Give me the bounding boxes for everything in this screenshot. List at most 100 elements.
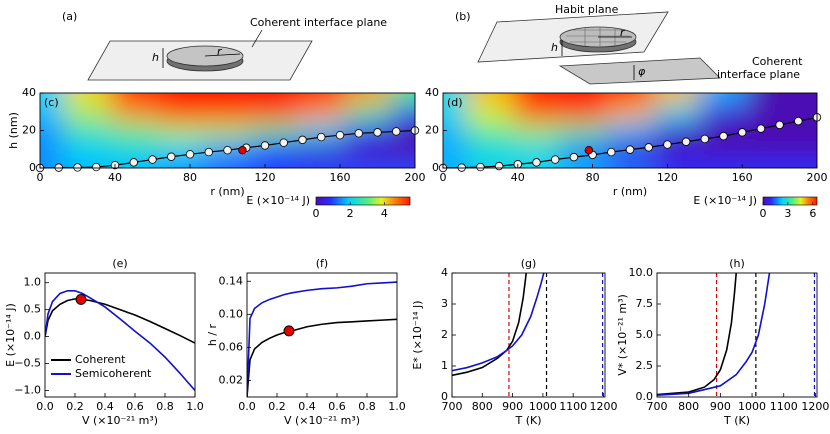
heat-cell bbox=[344, 121, 393, 141]
label: h bbox=[551, 41, 558, 54]
heat-cell bbox=[559, 121, 608, 141]
curve-point bbox=[532, 158, 541, 167]
y-tick-label: 0.0 bbox=[24, 330, 42, 343]
heat-cell bbox=[344, 139, 393, 160]
panel-tag: (b) bbox=[455, 10, 471, 23]
heat-cell bbox=[559, 102, 608, 123]
heat-cell bbox=[513, 121, 561, 141]
dislocation-grid bbox=[566, 27, 630, 47]
panel-title: (g) bbox=[521, 257, 537, 270]
heat-cell bbox=[443, 93, 468, 104]
curve-point bbox=[494, 161, 504, 171]
y-axis-label: h (nm) bbox=[7, 112, 20, 149]
heat-cell bbox=[513, 139, 561, 160]
curve-point bbox=[775, 120, 784, 130]
colorbar-tick-label: 0 bbox=[760, 207, 767, 220]
x-tick-label: 0.2 bbox=[66, 400, 84, 413]
y-tick-label: 0.02 bbox=[219, 373, 244, 386]
heat-cell bbox=[250, 102, 299, 123]
heat-cell bbox=[443, 139, 468, 160]
heat-cell bbox=[40, 102, 65, 123]
heat-cell bbox=[204, 93, 252, 104]
curve-point bbox=[354, 129, 363, 138]
label: interface plane bbox=[717, 68, 800, 81]
heat-cell bbox=[466, 139, 515, 160]
curve-point bbox=[569, 152, 579, 162]
heat-cell bbox=[793, 158, 817, 168]
x-tick-label: 1200 bbox=[801, 400, 829, 413]
x-axis-label: T (K) bbox=[723, 414, 750, 427]
panel-title: (h) bbox=[729, 257, 745, 270]
heat-cell bbox=[157, 158, 206, 168]
heat-cell bbox=[391, 158, 415, 168]
colorbar-label: E (×10⁻¹⁴ J) bbox=[246, 194, 310, 207]
colorbar-tick-label: 0 bbox=[313, 207, 320, 220]
y-tick-label: 0 bbox=[432, 161, 439, 174]
y-tick-label: 7.5 bbox=[636, 297, 654, 310]
y-tick-label: 3 bbox=[441, 297, 448, 310]
x-tick-label: 700 bbox=[647, 400, 668, 413]
panel: (f) 0.0 0.2 0.4 0.6 0.8 1.0 0.02 0.06 0.10 0.14 V (… bbox=[206, 257, 406, 427]
y-tick-label: 4 bbox=[441, 266, 448, 279]
x-tick-label: 0.8 bbox=[358, 400, 376, 413]
panel: (g) 700 800 900 1000 1100 1200 0 1 2 3 4 T (K) E* (×1… bbox=[411, 257, 617, 427]
highlight-point bbox=[584, 145, 594, 155]
curve-point bbox=[260, 141, 270, 150]
curve-point bbox=[167, 152, 176, 161]
x-tick-label: 0 bbox=[440, 171, 447, 184]
curve-point bbox=[129, 158, 138, 167]
x-tick-label: 1.0 bbox=[388, 400, 406, 413]
x-axis-label: r (nm) bbox=[613, 185, 647, 198]
x-tick-label: 800 bbox=[678, 400, 699, 413]
curve-point bbox=[317, 132, 326, 142]
curve-point bbox=[738, 128, 747, 137]
heat-cell bbox=[391, 139, 415, 160]
heat-cell bbox=[746, 93, 795, 104]
curve-point bbox=[794, 116, 803, 126]
x-axis-label: r (nm) bbox=[210, 185, 244, 198]
heat-cell bbox=[204, 158, 252, 168]
heat-cell bbox=[110, 121, 159, 141]
axes-frame bbox=[656, 272, 818, 398]
highlight-point bbox=[238, 145, 247, 155]
x-tick-label: 0.4 bbox=[96, 400, 114, 413]
curve-point bbox=[607, 147, 616, 157]
series-line bbox=[247, 318, 397, 397]
x-axis-label: V (×10⁻²¹ m³) bbox=[284, 414, 360, 427]
curve-point bbox=[298, 135, 307, 145]
y-tick-label: 0.06 bbox=[219, 340, 244, 353]
label: Coherent interface plane bbox=[250, 16, 387, 29]
colorbar bbox=[762, 196, 818, 206]
highlight-point bbox=[75, 293, 87, 305]
heat-cell bbox=[40, 158, 65, 168]
curve-point bbox=[223, 145, 232, 155]
y-axis-label: V* (×10⁻²¹ m³) bbox=[616, 294, 629, 376]
heat-cell bbox=[110, 102, 159, 123]
heat-cell bbox=[746, 121, 795, 141]
x-tick-label: 1.0 bbox=[186, 400, 204, 413]
heat-cell bbox=[250, 121, 299, 141]
heat-cell bbox=[700, 158, 748, 168]
heat-cell bbox=[297, 93, 346, 104]
curve-point bbox=[279, 138, 288, 147]
heat-cell bbox=[250, 93, 299, 104]
curve-point bbox=[392, 127, 401, 136]
x-tick-label: 0.6 bbox=[328, 400, 346, 413]
curve-point bbox=[476, 162, 485, 172]
curve-point bbox=[700, 134, 709, 144]
x-tick-label: 40 bbox=[108, 171, 122, 184]
heat-cell bbox=[746, 102, 795, 123]
curve-point bbox=[644, 143, 653, 152]
y-axis-label: E (×10⁻¹⁴ J) bbox=[4, 303, 17, 367]
x-axis-label: V (×10⁻²¹ m³) bbox=[82, 414, 158, 427]
heat-cell bbox=[700, 93, 748, 104]
heat-cell bbox=[297, 158, 346, 168]
schematic-b: (b) Habit plane h r φ Coherent interface… bbox=[455, 3, 803, 85]
x-tick-label: 900 bbox=[502, 400, 523, 413]
heat-cell bbox=[513, 102, 561, 123]
colorbar-tick-label: 6 bbox=[809, 207, 816, 220]
heat-cell bbox=[40, 93, 65, 104]
y-tick-label: 40 bbox=[22, 86, 36, 99]
